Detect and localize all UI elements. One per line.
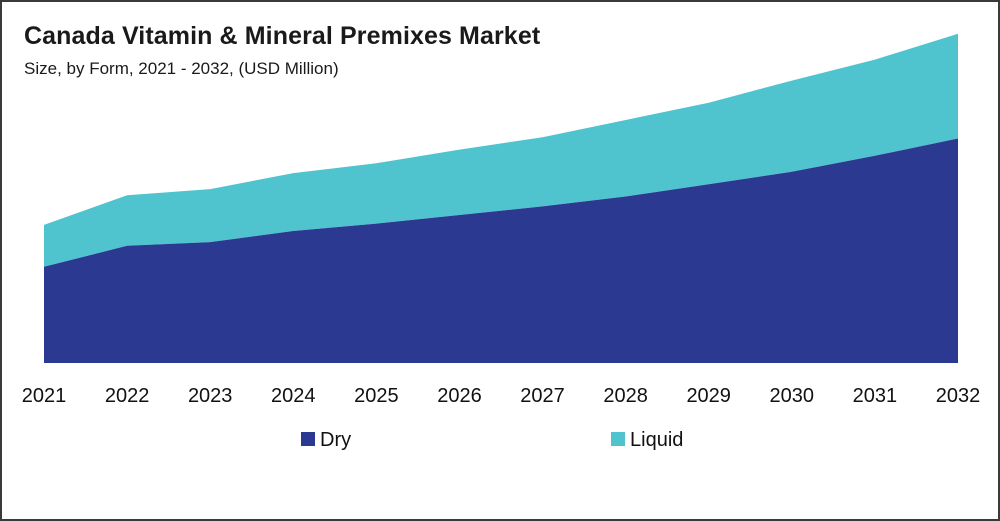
- legend-swatch: [301, 432, 315, 446]
- x-tick-label: 2030: [770, 385, 815, 407]
- legend-label: Dry: [320, 429, 351, 451]
- x-tick-label: 2031: [853, 385, 898, 407]
- x-tick-label: 2027: [520, 385, 565, 407]
- x-tick-label: 2029: [686, 385, 731, 407]
- legend-item-liquid: Liquid: [611, 429, 683, 451]
- x-tick-label: 2021: [22, 385, 67, 407]
- x-tick-label: 2022: [105, 385, 150, 407]
- chart-subtitle: Size, by Form, 2021 - 2032, (USD Million…: [24, 59, 339, 78]
- area-series-liquid: [44, 33, 958, 267]
- x-tick-label: 2026: [437, 385, 482, 407]
- x-tick-label: 2028: [603, 385, 648, 407]
- x-tick-label: 2024: [271, 385, 316, 407]
- chart-title: Canada Vitamin & Mineral Premixes Market: [24, 22, 541, 50]
- x-tick-label: 2025: [354, 385, 399, 407]
- area-series-dry: [44, 138, 958, 363]
- legend-swatch: [611, 432, 625, 446]
- legend-label: Liquid: [630, 429, 683, 451]
- x-tick-label: 2023: [188, 385, 233, 407]
- x-tick-label: 2032: [936, 385, 981, 407]
- legend-item-dry: Dry: [301, 429, 351, 451]
